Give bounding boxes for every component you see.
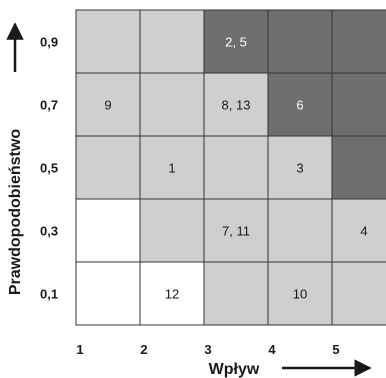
cell-label: 4: [360, 224, 367, 239]
cell-label: 1: [168, 161, 175, 176]
matrix-cell: [267, 72, 333, 137]
matrix-cell: [75, 9, 141, 74]
matrix-cell: [203, 261, 269, 326]
cell-label: 12: [165, 287, 179, 302]
x-axis-tick-label: 4: [268, 342, 276, 357]
matrix-cell: [267, 9, 333, 74]
y-axis-tick-label: 0,1: [40, 287, 58, 302]
cell-label: 8, 13: [222, 98, 251, 113]
matrix-cell: [331, 9, 386, 74]
matrix-cell: [203, 9, 269, 74]
cell-label: 6: [296, 98, 303, 113]
x-axis-tick-label: 1: [76, 342, 83, 357]
matrix-cell: [203, 135, 269, 200]
matrix-cell: [75, 135, 141, 200]
cell-label: 2, 5: [225, 35, 247, 50]
x-axis-tick-label: 2: [140, 342, 147, 357]
matrix-cell: [139, 9, 205, 74]
matrix-cell: [139, 72, 205, 137]
y-axis-title: Prawdopodobieństwo: [7, 129, 24, 295]
x-axis-tick-label: 5: [332, 342, 339, 357]
x-axis-title: Wpływ: [209, 361, 260, 378]
matrix-cell: [139, 198, 205, 263]
matrix-cell: [75, 198, 141, 263]
cell-label: 9: [104, 98, 111, 113]
matrix-cell: [331, 135, 386, 200]
y-axis-tick-label: 0,5: [40, 161, 58, 176]
y-axis-ticks: 0,9 0,7 0,5 0,3 0,1: [40, 35, 58, 302]
matrix-cell: [331, 198, 386, 263]
matrix-cell: [267, 261, 333, 326]
x-axis-tick-label: 3: [204, 342, 211, 357]
matrix-cell: [203, 72, 269, 137]
cell-label: 7, 11: [222, 224, 250, 239]
y-axis-tick-label: 0,3: [40, 224, 58, 239]
x-axis-ticks: 1 2 3 4 5: [76, 342, 339, 357]
matrix-cell: [267, 135, 333, 200]
cell-label: 10: [293, 287, 307, 302]
matrix-grid: 2, 5 9 8, 13 6 1 3 7, 11 4 12 10: [75, 9, 386, 326]
cell-label: 3: [296, 161, 303, 176]
matrix-cell: [267, 198, 333, 263]
matrix-cell: [75, 261, 141, 326]
y-axis-tick-label: 0,9: [40, 35, 58, 50]
matrix-cell: [139, 261, 205, 326]
y-axis-tick-label: 0,7: [40, 98, 58, 113]
matrix-cell: [75, 72, 141, 137]
matrix-cell: [331, 72, 386, 137]
matrix-cell: [331, 261, 386, 326]
